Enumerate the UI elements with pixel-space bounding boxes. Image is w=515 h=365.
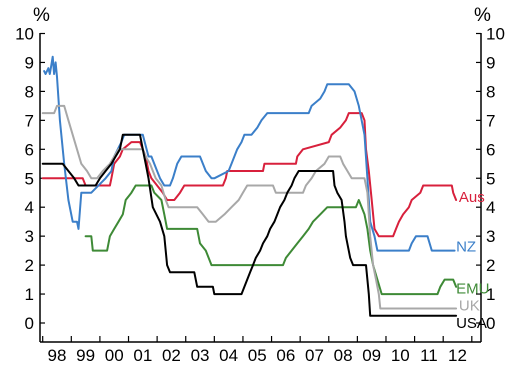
x-tick-label: 02: [162, 346, 181, 365]
right-axis-unit-label: %: [474, 5, 491, 26]
x-tick-label: 04: [219, 346, 238, 365]
x-tick-label: 09: [362, 346, 381, 365]
x-tick-label: 11: [420, 346, 438, 365]
x-tick-label: 00: [105, 346, 124, 365]
right-y-tick-label: 5: [486, 169, 495, 188]
series-line-usa: [41, 133, 458, 317]
series-line-emu: [84, 184, 458, 296]
series-line-aus: [41, 112, 458, 238]
left-y-tick-label: 9: [25, 53, 34, 72]
series-label-usa: USA: [456, 315, 487, 332]
series-label-uk: UK: [459, 298, 480, 315]
left-y-tick-label: 6: [25, 140, 34, 159]
right-y-tick-label: 4: [486, 198, 495, 217]
left-y-tick-label: 0: [25, 314, 34, 333]
series-line-nz: [43, 55, 456, 252]
left-y-tick-label: 7: [25, 111, 34, 130]
left-y-tick-label: 4: [25, 198, 34, 217]
right-y-tick-label: 1: [486, 285, 495, 304]
x-tick-label: 10: [391, 346, 410, 365]
x-tick-label: 07: [305, 346, 324, 365]
left-axis-unit-label: %: [33, 5, 50, 26]
left-y-tick-label: 10: [15, 25, 34, 44]
x-tick-label: 08: [334, 346, 353, 365]
series-label-nz: NZ: [456, 238, 476, 255]
series-label-aus: Aus: [459, 189, 485, 206]
x-tick-label: 99: [76, 346, 95, 365]
x-tick-label: 98: [48, 346, 67, 365]
series-label-emu: EMU: [456, 280, 489, 297]
right-y-tick-label: 6: [486, 140, 495, 159]
right-y-tick-label: 10: [486, 25, 505, 44]
x-tick-label: 06: [276, 346, 295, 365]
series-lines: [41, 55, 458, 317]
left-y-tick-label: 2: [25, 256, 34, 275]
right-y-tick-label: 0: [486, 314, 495, 333]
right-y-tick-label: 8: [486, 82, 495, 101]
left-y-tick-label: 8: [25, 82, 34, 101]
x-tick-label: 03: [191, 346, 210, 365]
right-y-tick-label: 2: [486, 256, 495, 275]
left-y-tick-label: 5: [25, 169, 34, 188]
right-y-tick-label: 3: [486, 227, 495, 246]
left-y-tick-label: 1: [25, 285, 34, 304]
x-tick-label: 01: [133, 346, 152, 365]
right-y-tick-label: 7: [486, 111, 495, 130]
right-y-tick-label: 9: [486, 53, 495, 72]
left-y-tick-label: 3: [25, 227, 34, 246]
series-line-uk: [41, 104, 458, 310]
x-tick-label: 05: [248, 346, 267, 365]
x-tick-label: 12: [448, 346, 467, 365]
